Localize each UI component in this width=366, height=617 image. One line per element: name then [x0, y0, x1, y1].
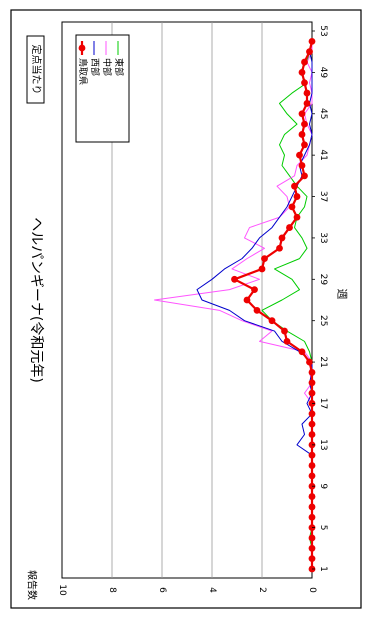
x-tick-label: 1 [318, 566, 328, 572]
x-tick-label: 33 [318, 232, 328, 243]
data-point [306, 358, 313, 366]
series-layer [154, 37, 316, 573]
data-point [306, 48, 313, 56]
data-point [298, 68, 306, 76]
data-point [308, 379, 316, 387]
data-point [303, 89, 311, 97]
data-point [276, 244, 283, 252]
data-point [301, 120, 308, 128]
data-point [268, 317, 276, 325]
data-point [261, 255, 268, 263]
chart-title: ヘルパンギーナ(令和元年) [28, 217, 44, 383]
data-point [303, 100, 311, 107]
x-tick-label: 21 [318, 356, 328, 367]
y-tick-label: 8 [107, 587, 117, 593]
data-point [308, 462, 316, 469]
x-tick-label: 29 [318, 274, 328, 286]
x-axis-label: 週 [336, 289, 349, 300]
legend-label: 鳥取県 [77, 58, 89, 85]
data-point [258, 265, 266, 273]
data-point [308, 503, 316, 511]
data-point [308, 555, 316, 563]
data-point [308, 410, 316, 418]
x-tick-label: 41 [318, 149, 328, 160]
x-tick-label: 53 [318, 25, 328, 36]
data-point [298, 131, 306, 138]
badge-box [26, 35, 45, 104]
data-point [298, 110, 306, 118]
legend-marker [78, 44, 86, 52]
data-point [298, 162, 306, 169]
x-tick-label: 9 [318, 483, 328, 489]
data-point [301, 172, 308, 180]
data-point [281, 327, 288, 335]
data-point [308, 431, 316, 438]
data-point [283, 337, 291, 345]
x-tick-label: 37 [318, 191, 328, 202]
badge-text: 定点当たり [30, 45, 43, 95]
y-tick-label: 6 [157, 587, 167, 593]
data-point [293, 213, 301, 221]
data-point [308, 451, 316, 459]
data-point [308, 513, 316, 521]
data-point [291, 182, 298, 190]
legend-label: 西部 [89, 58, 101, 76]
data-point [286, 224, 293, 231]
x-tick-label: 25 [318, 315, 328, 326]
data-point [243, 296, 251, 304]
y-tick-label: 0 [307, 587, 317, 593]
x-tick-label: 5 [318, 525, 328, 531]
data-point [308, 534, 316, 542]
data-point [253, 306, 261, 314]
legend-label: 東部 [113, 58, 125, 76]
x-tick-labels: 1 5 9 13 17 21 25 29 33 37 41 45 49 53 [312, 25, 328, 572]
data-point [293, 193, 301, 200]
y-tick-label: 10 [57, 584, 67, 596]
legend-label: 中部 [101, 58, 113, 76]
data-point [308, 369, 316, 376]
x-tick-label: 17 [318, 398, 328, 409]
data-point [296, 151, 303, 159]
data-point [231, 275, 238, 283]
series-line-鳥取県 [233, 41, 314, 569]
data-point [308, 493, 316, 500]
data-point [301, 58, 308, 66]
data-point [288, 203, 296, 211]
x-tick-label: 13 [318, 439, 328, 450]
data-point [301, 141, 308, 149]
data-point [308, 37, 316, 45]
data-point [308, 389, 316, 397]
y-axis-label: 報告数 [26, 570, 39, 600]
data-point [308, 472, 316, 480]
legend-box [75, 34, 130, 143]
data-point [278, 234, 286, 242]
x-tick-label: 49 [318, 67, 328, 79]
data-point [301, 79, 308, 87]
data-point [308, 544, 316, 552]
y-tick-labels: 0 2 4 6 8 10 [57, 584, 317, 596]
data-point [251, 286, 258, 294]
y-tick-label: 4 [207, 587, 217, 593]
data-point [308, 420, 316, 428]
y-tick-label: 2 [257, 587, 267, 593]
data-point [298, 348, 306, 356]
badge: 定点当たり [26, 35, 45, 104]
x-tick-label: 45 [318, 108, 328, 119]
